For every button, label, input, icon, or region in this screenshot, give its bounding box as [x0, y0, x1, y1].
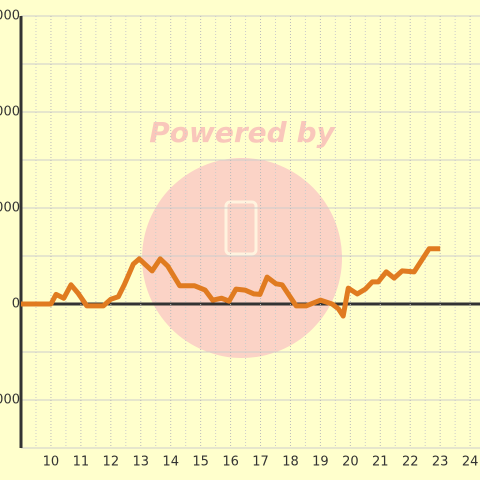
x-tick-label: 19	[312, 455, 329, 470]
x-tick-label: 13	[132, 455, 149, 470]
x-tick-label: 10	[43, 455, 60, 470]
y-tick-label: 2,000	[0, 201, 20, 216]
x-tick-label: 18	[282, 455, 299, 470]
watermark-logo	[142, 158, 342, 358]
y-tick-label: -2,000	[0, 393, 20, 408]
x-tick-label: 15	[192, 455, 209, 470]
y-tick-label: 0	[12, 297, 20, 312]
x-tick-label: 21	[372, 455, 389, 470]
x-tick-label: 12	[103, 455, 120, 470]
watermark-text: Powered by	[149, 116, 336, 149]
series-line	[21, 246, 441, 319]
watermark-icon	[224, 200, 258, 256]
watermark: Powered by	[142, 116, 342, 358]
x-tick-label: 20	[342, 455, 359, 470]
x-tick-label: 24	[462, 455, 479, 470]
x-tick-label: 16	[222, 455, 239, 470]
y-tick-label: 4,000	[0, 105, 20, 120]
y-tick-label: 6,000	[0, 9, 20, 24]
x-tick-label: 14	[162, 455, 179, 470]
x-tick-label: 23	[432, 455, 449, 470]
x-tick-label: 22	[402, 455, 419, 470]
x-tick-label: 17	[252, 455, 269, 470]
x-tick-label: 11	[73, 455, 90, 470]
